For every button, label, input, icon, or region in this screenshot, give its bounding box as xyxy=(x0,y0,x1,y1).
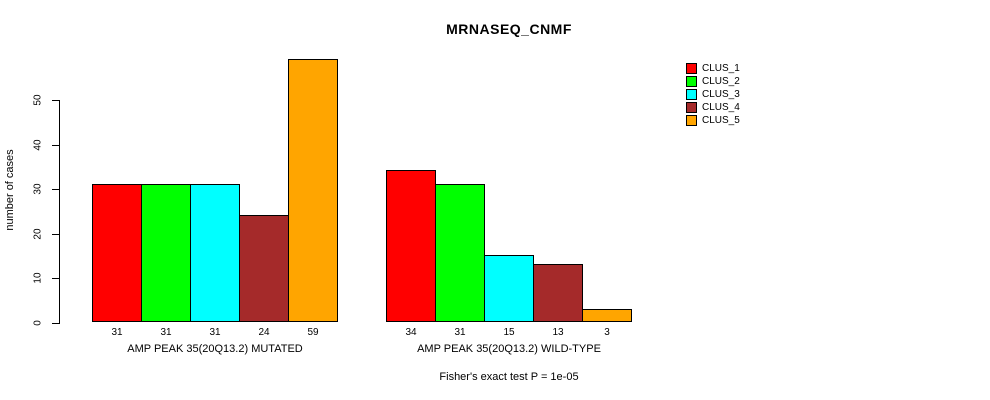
y-axis-tick xyxy=(52,323,59,324)
bar-value-label: 31 xyxy=(160,327,172,338)
bar-value-label: 13 xyxy=(552,327,564,338)
chart-title: MRNASEQ_CNMF xyxy=(446,21,572,37)
legend: CLUS_1 CLUS_2 CLUS_3 CLUS_4 CLUS_5 xyxy=(686,62,740,127)
bar-value-label: 59 xyxy=(307,327,319,338)
y-axis-tick xyxy=(52,100,59,101)
y-axis-tick xyxy=(52,189,59,190)
bar-value-label: 31 xyxy=(209,327,221,338)
legend-item: CLUS_3 xyxy=(686,88,740,101)
legend-swatch-clus_1 xyxy=(686,63,697,74)
bar-value-label: 34 xyxy=(405,327,417,338)
y-axis-tick-label: 50 xyxy=(32,94,44,106)
legend-swatch-clus_2 xyxy=(686,76,697,87)
y-axis-tick xyxy=(52,145,59,146)
bar-clus_5-group2 xyxy=(582,309,632,322)
bar-clus_1-group2 xyxy=(386,170,436,322)
legend-label: CLUS_4 xyxy=(702,102,740,113)
legend-label: CLUS_5 xyxy=(702,115,740,126)
legend-label: CLUS_3 xyxy=(702,89,740,100)
bar-clus_5-group1 xyxy=(288,59,338,322)
bar-clus_1-group1 xyxy=(92,184,142,322)
legend-swatch-clus_4 xyxy=(686,102,697,113)
bar-clus_2-group1 xyxy=(141,184,191,322)
y-axis-tick xyxy=(52,278,59,279)
legend-swatch-clus_3 xyxy=(686,89,697,100)
y-axis-label: number of cases xyxy=(4,149,16,231)
category-label: AMP PEAK 35(20Q13.2) WILD-TYPE xyxy=(417,343,601,355)
legend-item: CLUS_2 xyxy=(686,75,740,88)
bar-value-label: 15 xyxy=(503,327,515,338)
legend-item: CLUS_4 xyxy=(686,101,740,114)
y-axis-tick-label: 10 xyxy=(32,272,44,284)
legend-label: CLUS_1 xyxy=(702,63,740,74)
bar-value-label: 24 xyxy=(258,327,270,338)
bar-clus_3-group2 xyxy=(484,255,534,322)
category-label: AMP PEAK 35(20Q13.2) MUTATED xyxy=(127,343,303,355)
bar-clus_3-group1 xyxy=(190,184,240,322)
legend-item: CLUS_1 xyxy=(686,62,740,75)
footnote: Fisher's exact test P = 1e-05 xyxy=(439,371,579,383)
bar-value-label: 3 xyxy=(604,327,610,338)
y-axis-line xyxy=(59,100,60,324)
y-axis-tick-label: 30 xyxy=(32,183,44,195)
bar-value-label: 31 xyxy=(454,327,466,338)
y-axis-tick-label: 0 xyxy=(32,320,44,326)
y-axis-tick xyxy=(52,234,59,235)
legend-swatch-clus_5 xyxy=(686,115,697,126)
y-axis-tick-label: 40 xyxy=(32,139,44,151)
bar-clus_4-group2 xyxy=(533,264,583,322)
bar-value-label: 31 xyxy=(111,327,123,338)
y-axis-tick-label: 20 xyxy=(32,228,44,240)
bar-clus_2-group2 xyxy=(435,184,485,322)
bar-clus_4-group1 xyxy=(239,215,289,322)
legend-label: CLUS_2 xyxy=(702,76,740,87)
legend-item: CLUS_5 xyxy=(686,114,740,127)
